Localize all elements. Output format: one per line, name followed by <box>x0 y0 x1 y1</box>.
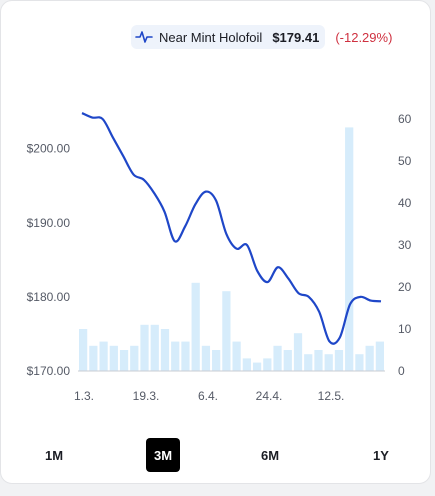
volume-bar <box>324 354 333 371</box>
price-line <box>81 112 382 345</box>
volume-bar <box>89 345 98 371</box>
volume-bar <box>365 345 374 371</box>
volume-bar <box>212 350 221 371</box>
legend-series-name: Near Mint Holofoil <box>159 29 263 45</box>
volume-bar <box>222 291 231 371</box>
volume-bar <box>79 329 88 371</box>
volume-bar <box>160 329 170 371</box>
volume-bar <box>355 354 364 371</box>
volume-bar <box>191 282 200 371</box>
y-right-tick-label: 60 <box>398 112 412 126</box>
volume-bar <box>242 358 251 371</box>
volume-bar <box>252 362 262 371</box>
volume-bar <box>263 358 272 371</box>
volume-bar <box>130 345 139 371</box>
volume-bar <box>304 354 313 371</box>
x-tick-label: 1.3. <box>74 389 94 403</box>
volume-bar <box>140 324 149 371</box>
chart-legend: Near Mint Holofoil $179.41 (-12.29%) <box>131 25 392 49</box>
volume-bar <box>150 324 159 371</box>
y-left-tick-label: $200.00 <box>27 142 71 156</box>
y-right-tick-label: 50 <box>398 154 412 168</box>
volume-bar <box>119 350 129 371</box>
y-right-tick-label: 0 <box>398 364 405 378</box>
legend-item[interactable]: Near Mint Holofoil $179.41 <box>131 25 326 49</box>
range-selector: 1M 3M 6M 1Y <box>1 438 432 472</box>
volume-bar <box>273 345 282 371</box>
range-button-6m[interactable]: 6M <box>260 447 280 463</box>
volume-bar <box>314 350 323 371</box>
price-chart: $170.00 $180.00 $190.00 $200.00 0 10 20 30 40 50 6… <box>27 112 412 403</box>
y-right-tick-label: 10 <box>398 322 412 336</box>
volume-bar <box>293 333 303 371</box>
volume-bar <box>345 127 354 372</box>
x-tick-label: 6.4. <box>198 389 218 403</box>
volume-bar <box>283 350 292 371</box>
y-left-tick-label: $180.00 <box>27 290 71 304</box>
y-left-tick-label: $170.00 <box>27 364 71 378</box>
volume-bar <box>232 341 241 371</box>
y-right-tick-label: 30 <box>398 238 412 252</box>
volume-bar <box>99 341 108 371</box>
legend-current-price: $179.41 <box>272 29 320 45</box>
volume-bar <box>334 350 344 371</box>
price-history-card: Near Mint Holofoil $179.41 (-12.29%) $17… <box>0 0 431 484</box>
y-right-tick-label: 40 <box>398 196 412 210</box>
volume-bar <box>171 341 180 371</box>
range-button-1m[interactable]: 1M <box>44 447 64 463</box>
x-tick-label: 19.3. <box>133 389 160 403</box>
volume-bar <box>375 341 384 371</box>
volume-bar <box>201 345 211 371</box>
pulse-icon <box>135 30 153 44</box>
y-left-tick-label: $190.00 <box>27 216 71 230</box>
range-button-3m[interactable]: 3M <box>146 438 180 472</box>
range-button-1y[interactable]: 1Y <box>373 447 389 463</box>
volume-bar <box>181 341 190 371</box>
x-tick-label: 12.5. <box>318 389 345 403</box>
x-tick-label: 24.4. <box>256 389 283 403</box>
y-right-tick-label: 20 <box>398 280 412 294</box>
volume-bar <box>109 345 118 371</box>
legend-price-change: (-12.29%) <box>335 29 393 45</box>
